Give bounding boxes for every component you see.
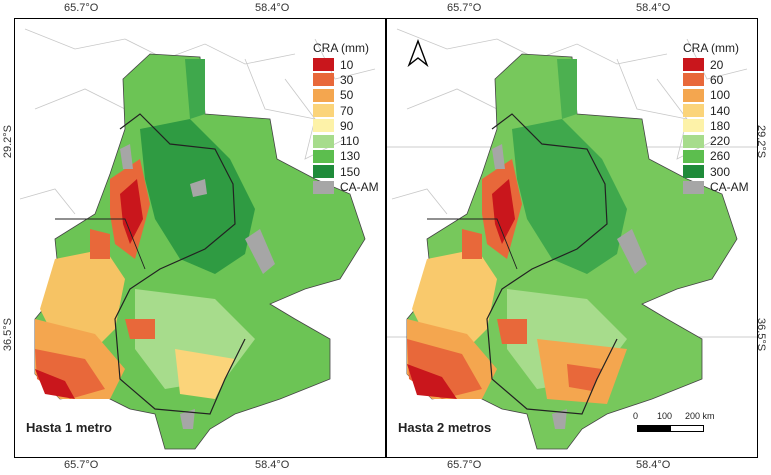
legend-label: CA-AM: [340, 180, 379, 195]
panel-label-2m: Hasta 2 metros: [395, 419, 495, 436]
legend-swatch: [313, 165, 334, 179]
map-2m-canvas: [387, 28, 757, 450]
legend-swatch: [683, 73, 704, 87]
legend-label: 30: [340, 72, 354, 87]
legend-label: 260: [710, 149, 731, 164]
legend-label: 140: [710, 103, 731, 118]
lon-tick-bottom-left-1: 65.7°O: [64, 459, 99, 471]
legend-swatch: [683, 119, 704, 133]
legend-label: CA-AM: [710, 180, 749, 195]
legend-item: 30: [313, 72, 379, 87]
north-arrow-icon: [407, 39, 429, 68]
legend-swatch: [313, 88, 334, 102]
legend-2m: CRA (mm) 20 60 100 140 180 220 260 300 C…: [683, 41, 749, 195]
legend-item: 90: [313, 118, 379, 133]
legend-label: 220: [710, 134, 731, 149]
legend-item: 150: [313, 164, 379, 179]
lat-tick-right-top: 29.2°S: [755, 125, 767, 159]
map-1m-canvas: [19, 28, 376, 450]
lon-tick-top-right-2: 58.4°O: [636, 2, 671, 14]
lon-tick-bottom-right-1: 58.4°O: [255, 459, 290, 471]
legend-label: 300: [710, 164, 731, 179]
legend-swatch: [683, 149, 704, 163]
lat-tick-left-top: 29.2°S: [2, 125, 14, 159]
lon-tick-top-left-2: 65.7°O: [447, 2, 482, 14]
legend-item: CA-AM: [683, 179, 749, 194]
scale-label-0: 0: [633, 411, 639, 421]
legend-swatch: [683, 58, 704, 72]
lon-tick-bottom-left-2: 65.7°O: [447, 459, 482, 471]
legend-title: CRA (mm): [313, 41, 369, 55]
scale-bar-black: [637, 425, 671, 432]
panel-label-1m: Hasta 1 metro: [23, 419, 115, 436]
legend-item: 50: [313, 88, 379, 103]
legend-1m: CRA (mm) 10 30 50 70 90 110 130 150 CA-A…: [313, 41, 379, 195]
legend-swatch: [313, 104, 334, 118]
lon-tick-top-left-1: 65.7°O: [64, 2, 99, 14]
legend-item: 260: [683, 149, 749, 164]
lon-tick-bottom-right-2: 58.4°O: [636, 459, 671, 471]
legend-swatch: [313, 149, 334, 163]
legend-label: 130: [340, 149, 361, 164]
legend-swatch: [683, 165, 704, 179]
legend-label: 50: [340, 88, 354, 103]
scale-label-100: 100: [657, 411, 673, 421]
scale-label-200: 200 km: [685, 411, 715, 421]
legend-swatch: [313, 73, 334, 87]
legend-swatch: [683, 88, 704, 102]
legend-label: 180: [710, 118, 731, 133]
legend-item: 20: [683, 57, 749, 72]
legend-item: 100: [683, 88, 749, 103]
legend-swatch: [313, 119, 334, 133]
legend-label: 20: [710, 57, 724, 72]
legend-item: 70: [313, 103, 379, 118]
legend-label: 100: [710, 88, 731, 103]
legend-item: 60: [683, 72, 749, 87]
legend-label: 90: [340, 118, 354, 133]
legend-label: 60: [710, 72, 724, 87]
legend-swatch: [683, 104, 704, 118]
scale-bar-white: [670, 425, 704, 432]
legend-label: 10: [340, 57, 354, 72]
legend-label: 70: [340, 103, 354, 118]
legend-swatch: [683, 180, 704, 194]
lon-tick-top-right-1: 58.4°O: [255, 2, 290, 14]
lat-tick-right-bottom: 36.5°S: [755, 318, 767, 352]
map-panel-2m: CRA (mm) 20 60 100 140 180 220 260 300 C…: [386, 18, 758, 458]
legend-swatch: [313, 180, 334, 194]
legend-label: 150: [340, 164, 361, 179]
legend-item: CA-AM: [313, 179, 379, 194]
legend-label: 110: [340, 134, 360, 149]
legend-swatch: [683, 134, 704, 148]
legend-item: 10: [313, 57, 379, 72]
lat-tick-left-bottom: 36.5°S: [2, 318, 14, 352]
map-panel-1m: CRA (mm) 10 30 50 70 90 110 130 150 CA-A…: [14, 18, 386, 458]
legend-item: 140: [683, 103, 749, 118]
legend-item: 220: [683, 133, 749, 148]
legend-swatch: [313, 134, 334, 148]
legend-item: 130: [313, 149, 379, 164]
legend-title: CRA (mm): [683, 41, 739, 55]
scale-bar: 0 100 200 km: [633, 411, 745, 441]
legend-swatch: [313, 58, 334, 72]
legend-item: 110: [313, 133, 379, 148]
legend-item: 300: [683, 164, 749, 179]
legend-item: 180: [683, 118, 749, 133]
